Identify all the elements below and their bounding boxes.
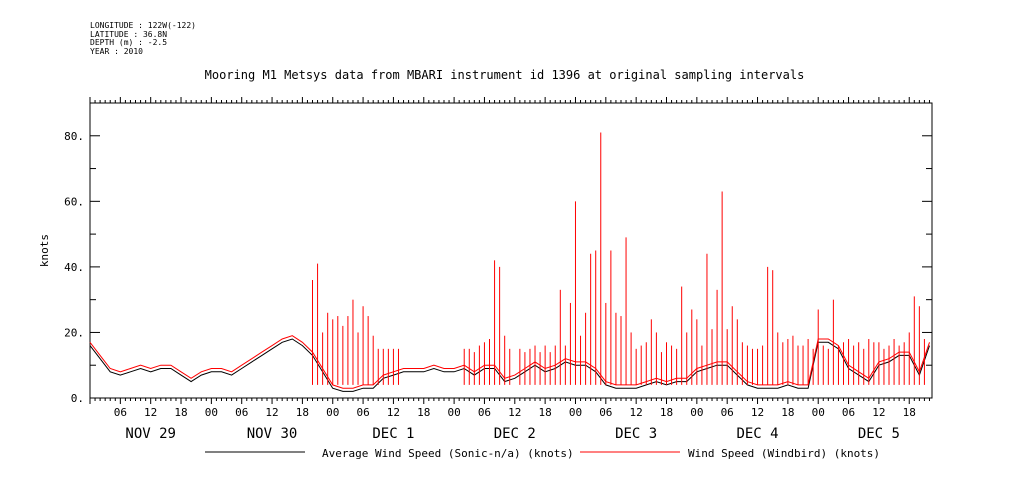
x-hour-tick-label: 06 bbox=[356, 406, 369, 419]
x-hour-tick-label: 18 bbox=[660, 406, 673, 419]
x-day-label: DEC 1 bbox=[372, 426, 414, 442]
x-hour-tick-label: 12 bbox=[508, 406, 521, 419]
x-hour-tick-label: 12 bbox=[751, 406, 764, 419]
x-hour-tick-label: 12 bbox=[387, 406, 400, 419]
metadata-block: LONGITUDE : 122W(-122) LATITUDE : 36.8N … bbox=[90, 21, 196, 56]
y-tick-label: 60. bbox=[64, 195, 84, 208]
x-hour-tick-label: 12 bbox=[630, 406, 643, 419]
x-hour-tick-label: 00 bbox=[205, 406, 218, 419]
x-hour-tick-label: 00 bbox=[690, 406, 703, 419]
x-day-label: DEC 2 bbox=[494, 426, 536, 442]
year-text: YEAR : 2010 bbox=[90, 46, 143, 56]
x-hour-tick-label: 18 bbox=[174, 406, 187, 419]
y-tick-label: 0. bbox=[71, 392, 84, 405]
x-hour-tick-label: 12 bbox=[144, 406, 157, 419]
x-hour-tick-label: 18 bbox=[903, 406, 916, 419]
chart-title: Mooring M1 Metsys data from MBARI instru… bbox=[204, 68, 805, 82]
x-day-label: DEC 3 bbox=[615, 426, 657, 442]
plot-frame bbox=[89, 102, 933, 399]
x-hour-tick-label: 00 bbox=[326, 406, 339, 419]
x-day-label: DEC 5 bbox=[858, 426, 900, 442]
legend-label-windbird: Wind Speed (Windbird) (knots) bbox=[688, 447, 880, 460]
x-hour-tick-label: 12 bbox=[872, 406, 885, 419]
depth-text: DEPTH (m) : -2.5 bbox=[90, 38, 168, 47]
longitude-text: LONGITUDE : 122W(-122) bbox=[90, 21, 196, 30]
x-day-label: NOV 29 bbox=[125, 426, 176, 442]
y-tick-label: 80. bbox=[64, 130, 84, 143]
x-hour-tick-label: 18 bbox=[296, 406, 309, 419]
legend-label-average: Average Wind Speed (Sonic-n/a) (knots) bbox=[322, 447, 574, 460]
x-hour-tick-label: 06 bbox=[721, 406, 734, 419]
x-hour-tick-label: 18 bbox=[539, 406, 552, 419]
x-day-label: DEC 4 bbox=[736, 426, 778, 442]
x-hour-tick-label: 06 bbox=[478, 406, 491, 419]
x-hour-tick-label: 06 bbox=[114, 406, 127, 419]
x-hour-tick-label: 00 bbox=[812, 406, 825, 419]
latitude-text: LATITUDE : 36.8N bbox=[90, 29, 168, 39]
x-hour-tick-label: 18 bbox=[417, 406, 430, 419]
y-axis-label: knots bbox=[38, 234, 51, 267]
x-day-label: NOV 30 bbox=[247, 426, 298, 442]
x-hour-tick-label: 18 bbox=[781, 406, 794, 419]
x-hour-tick-label: 00 bbox=[569, 406, 582, 419]
y-tick-label: 20. bbox=[64, 326, 84, 339]
x-hour-tick-label: 00 bbox=[447, 406, 460, 419]
y-tick-label: 40. bbox=[64, 261, 84, 274]
x-hour-tick-label: 06 bbox=[842, 406, 855, 419]
x-hour-tick-label: 06 bbox=[235, 406, 248, 419]
x-hour-tick-label: 12 bbox=[265, 406, 278, 419]
x-hour-tick-label: 06 bbox=[599, 406, 612, 419]
